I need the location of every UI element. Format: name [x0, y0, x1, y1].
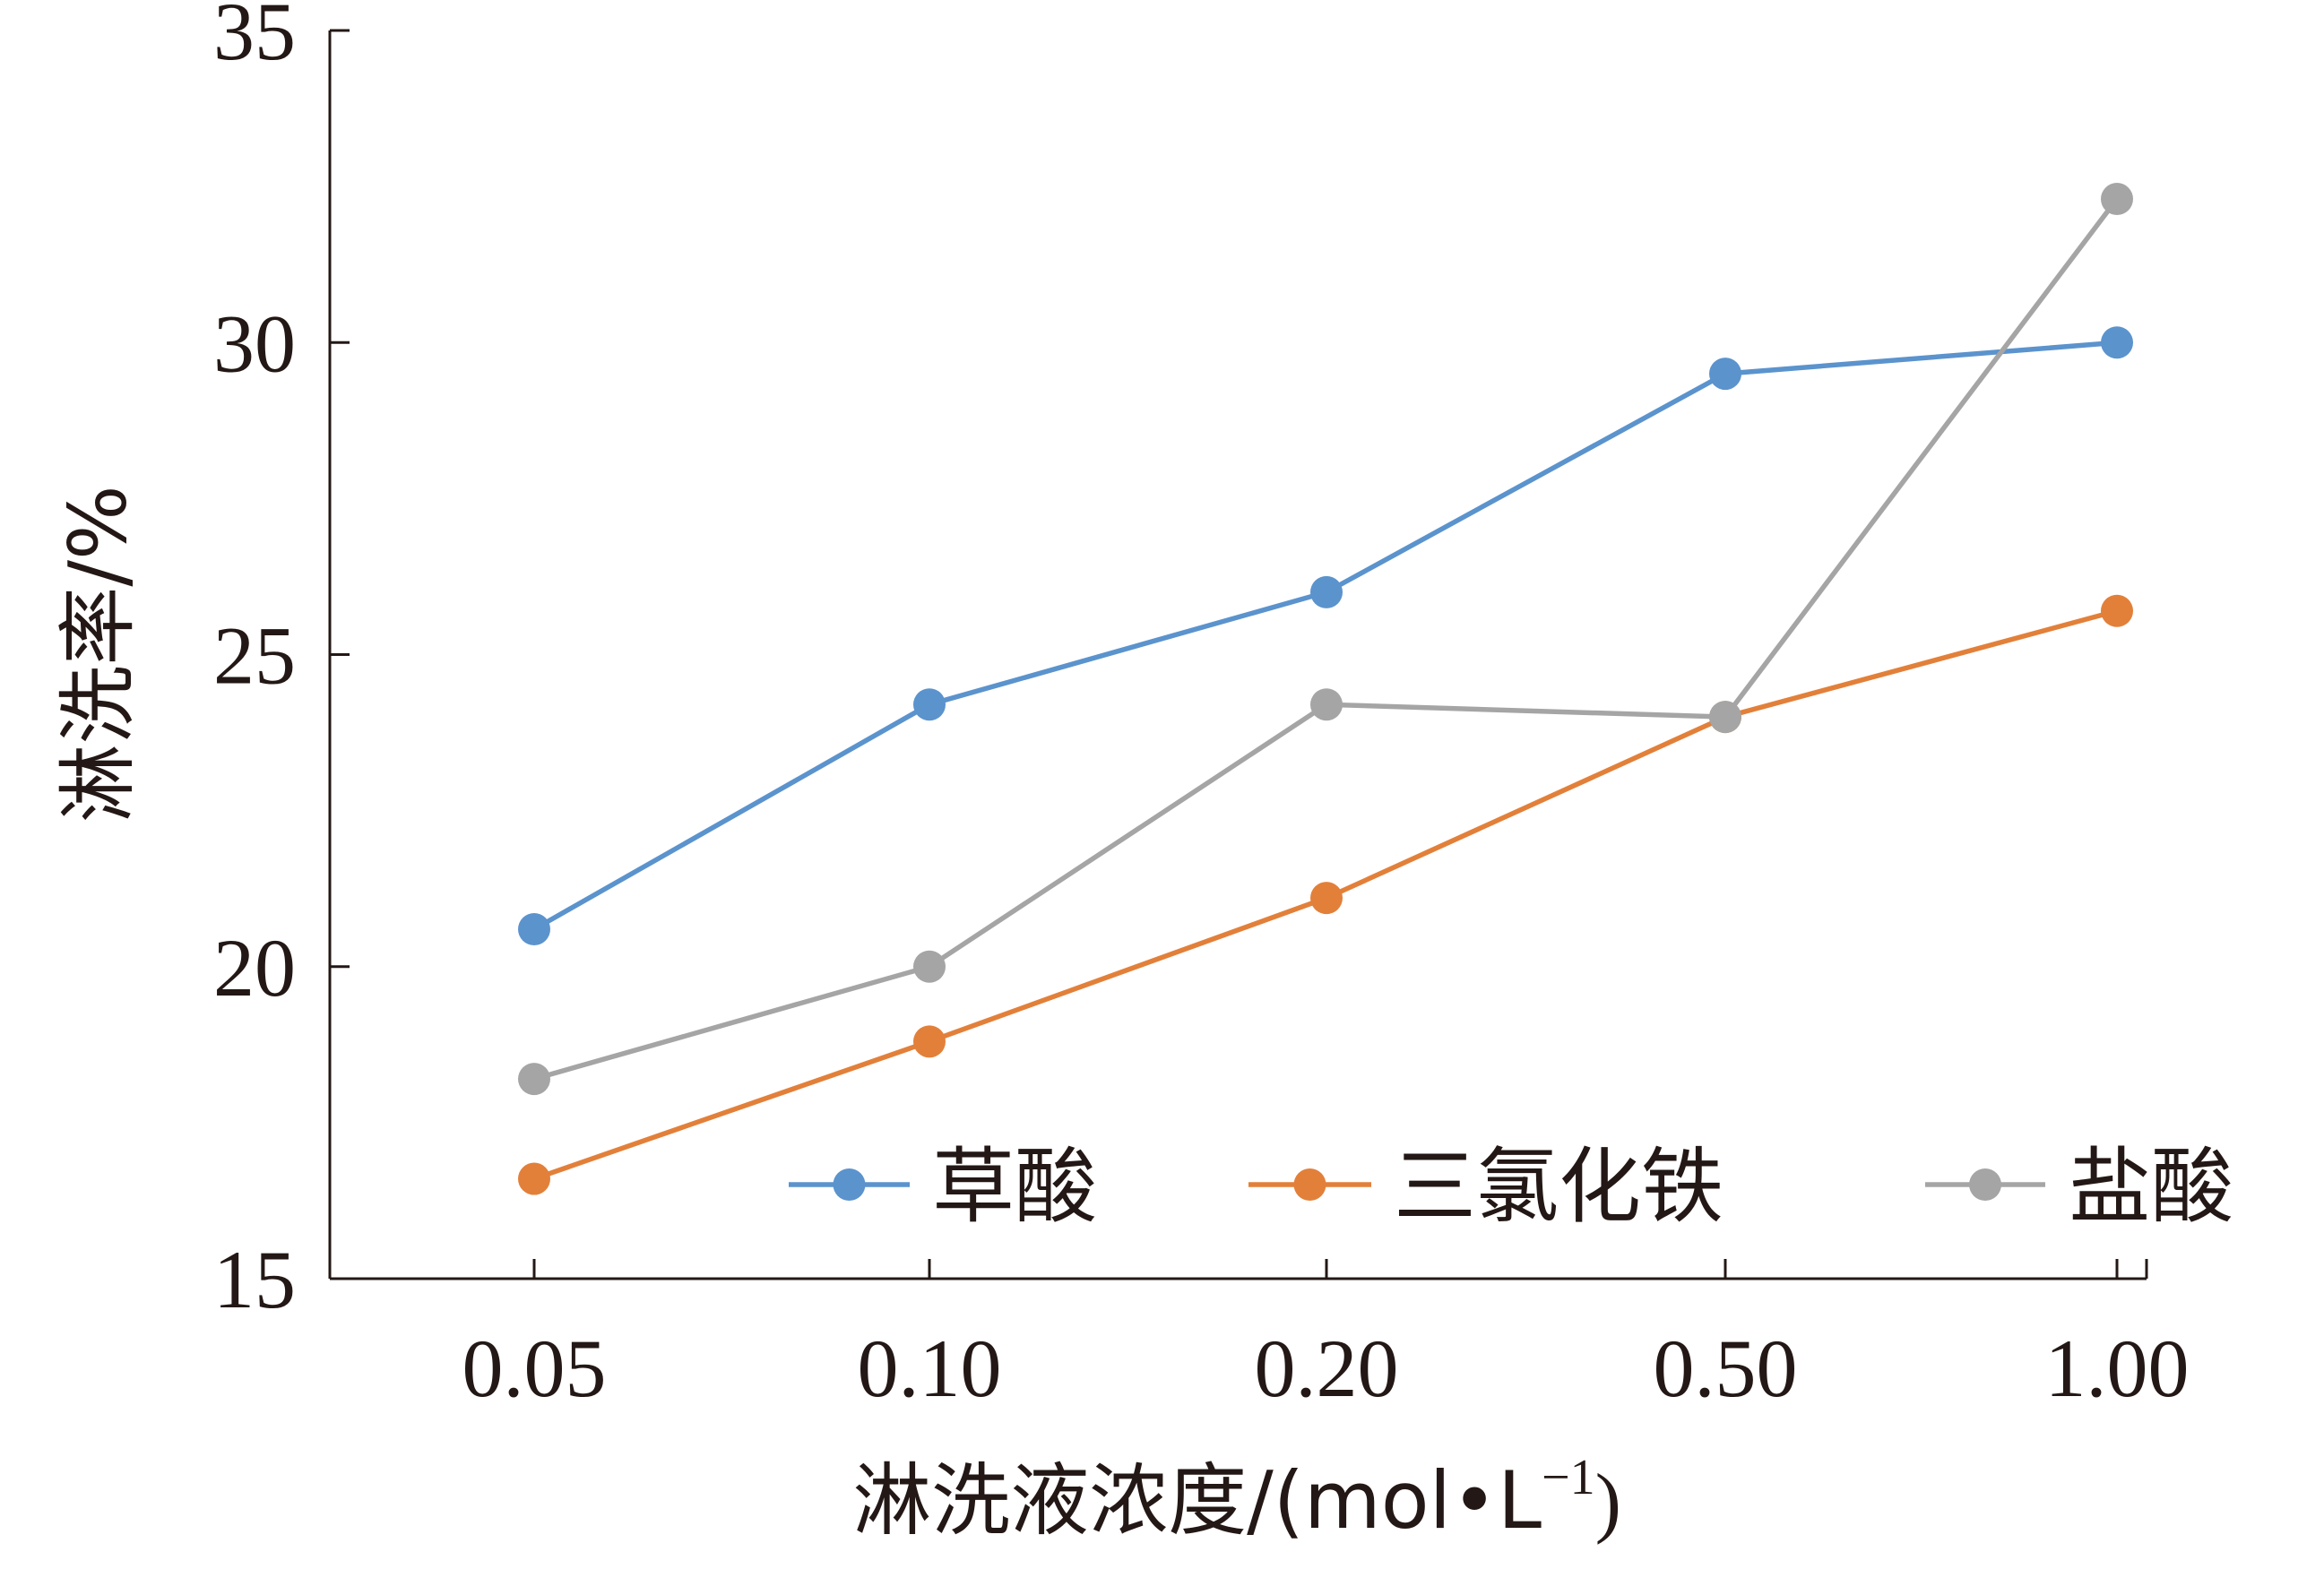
data-point [2101, 594, 2133, 627]
x-axis-title-close: ) [1595, 1459, 1621, 1546]
y-tick-label: 30 [213, 297, 296, 389]
y-tick-label: 25 [213, 610, 296, 702]
series-2 [518, 594, 2133, 1195]
legend-label: 草酸 [932, 1139, 1097, 1235]
data-point [2101, 183, 2133, 216]
series-line [533, 197, 2120, 1082]
x-axis-title: 淋洗液浓度/(mol•L−1) [852, 1450, 1621, 1547]
data-point [1310, 688, 1343, 721]
y-tick-label: 35 [213, 0, 296, 77]
legend-label: 盐酸 [2069, 1139, 2233, 1235]
legend-item-2: 三氯化铁 [1248, 1139, 1724, 1235]
legend-swatch-marker [1293, 1168, 1326, 1201]
data-point [1310, 575, 1343, 608]
y-tick-label: 15 [213, 1234, 296, 1325]
legend-swatch-marker [1969, 1168, 2001, 1201]
data-point [913, 950, 946, 983]
x-tick-label: 0.10 [858, 1323, 1002, 1414]
data-point [518, 1162, 550, 1195]
data-point [1310, 882, 1343, 915]
legend: 草酸 三氯化铁 盐酸 [789, 1139, 2233, 1235]
y-ticks: 15 20 25 30 35 [213, 0, 350, 1325]
x-axis-title-main: 淋洗液浓度/(mol•L [852, 1454, 1542, 1547]
data-point [2101, 326, 2133, 359]
series-line [532, 340, 2118, 932]
series-layer [518, 183, 2133, 1195]
legend-item-3: 盐酸 [1925, 1139, 2233, 1235]
x-tick-label: 1.00 [2045, 1323, 2190, 1414]
data-point [518, 912, 550, 945]
data-point [1709, 701, 1741, 734]
legend-item-1: 草酸 [789, 1139, 1097, 1235]
x-tick-label: 0.05 [462, 1323, 607, 1414]
legend-label: 三氯化铁 [1394, 1139, 1724, 1235]
data-point [913, 1025, 946, 1058]
data-point [1709, 358, 1741, 391]
y-tick-label: 20 [213, 922, 296, 1013]
data-point [913, 688, 946, 721]
series-1 [518, 326, 2133, 945]
x-ticks: 0.05 0.10 0.20 0.50 1.00 [462, 1259, 2190, 1414]
x-axis-title-superscript: −1 [1542, 1450, 1595, 1505]
axes [328, 30, 2147, 1280]
series-3 [518, 183, 2133, 1096]
data-point [518, 1063, 550, 1096]
x-tick-label: 0.50 [1654, 1323, 1798, 1414]
legend-swatch-marker [833, 1168, 866, 1201]
y-axis-title: 淋洗率/% [52, 485, 144, 823]
x-tick-label: 0.20 [1255, 1323, 1399, 1414]
